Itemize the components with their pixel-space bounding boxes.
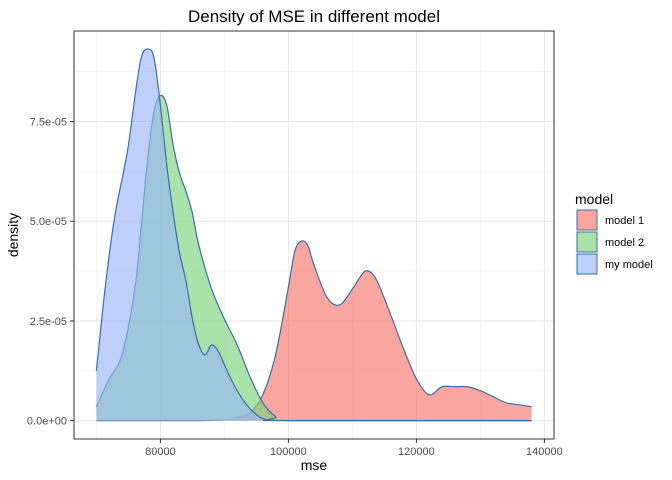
x-tick-label-1: 100000 [270, 446, 307, 458]
density-areas [95, 48, 532, 422]
x-tick-label-3: 140000 [526, 446, 563, 458]
density-area-0 [96, 240, 532, 421]
x-tick-label-2: 120000 [398, 446, 435, 458]
density-area-2 [96, 48, 532, 421]
x-tick-label-0: 80000 [145, 446, 176, 458]
y-tick-label-2: 5.0e-05 [30, 216, 67, 228]
legend-label-2: my model [605, 259, 653, 271]
density-area-1 [96, 95, 532, 421]
legend-items: model 1 model 2 my model [576, 209, 653, 275]
legend-label-1: model 2 [605, 237, 644, 249]
chart-title: Density of MSE in different model [188, 7, 440, 26]
y-axis-label: density [5, 213, 21, 257]
y-tick-label-3: 7.5e-05 [30, 117, 67, 129]
y-tick-label-1: 2.5e-05 [30, 316, 67, 328]
y-tick-label-0: 0.0e+00 [27, 416, 67, 428]
legend-swatch-2 [576, 253, 598, 275]
legend-swatch-1 [576, 231, 598, 253]
legend-label-0: model 1 [605, 215, 644, 227]
plot-panel-border [73, 30, 555, 440]
x-axis: 80000 100000 120000 140000 [145, 439, 563, 458]
legend-title: model [575, 191, 613, 207]
density-line-2 [95, 48, 532, 422]
legend-swatch-0 [576, 209, 598, 231]
y-axis: 0.0e+00 2.5e-05 5.0e-05 7.5e-05 [27, 117, 74, 428]
density-line-0 [96, 240, 532, 422]
legend: model model 1 model 2 my model [575, 191, 653, 275]
x-axis-label: mse [301, 457, 328, 473]
